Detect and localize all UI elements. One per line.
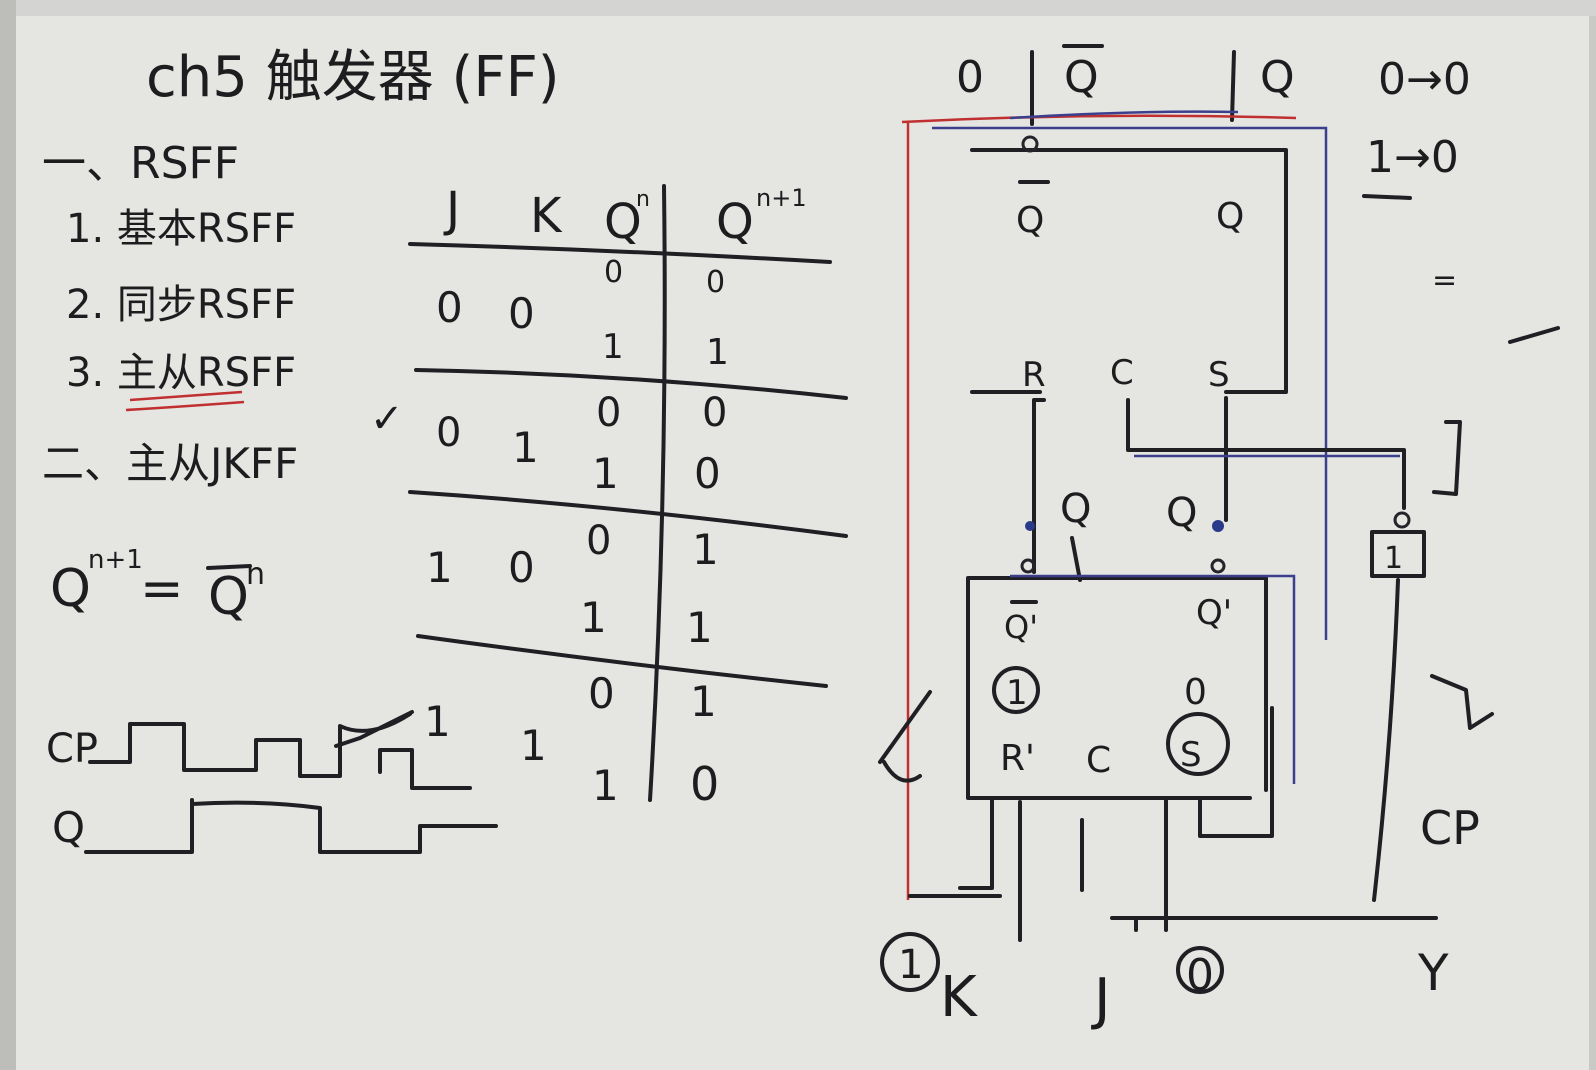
svg-text:n: n (246, 557, 265, 592)
svg-text:S: S (1208, 355, 1230, 395)
svg-text:C: C (1110, 353, 1134, 393)
svg-text:0: 0 (436, 283, 463, 332)
header-qn1: Q (716, 194, 754, 250)
outline-section1: 一、RSFF (42, 138, 239, 189)
svg-text:Q': Q' (1004, 608, 1038, 646)
header-k: K (530, 188, 563, 244)
header-qn: Q (604, 194, 642, 250)
outline-section2: 二、主从JKFF (42, 439, 298, 488)
svg-text:=: = (1432, 263, 1457, 298)
board-surface (14, 14, 1589, 1070)
svg-text:0: 0 (508, 289, 535, 338)
svg-text:=: = (140, 559, 184, 619)
q-waveform: Q (52, 798, 498, 854)
svg-text:0→0: 0→0 (1378, 54, 1471, 105)
table-header-line (408, 242, 832, 264)
svg-text:1: 1 (1384, 541, 1403, 576)
svg-text:Q: Q (1060, 486, 1091, 532)
svg-text:1: 1 (426, 543, 453, 592)
outline-item-3: 3. 主从RSFF (66, 350, 296, 396)
svg-text:1: 1 (520, 721, 547, 770)
svg-text:0: 0 (690, 757, 719, 811)
title: ch5 触发器 (FF) (146, 45, 560, 110)
inverter-box (1370, 530, 1426, 578)
svg-text:1: 1 (690, 677, 717, 726)
svg-text:1: 1 (602, 327, 624, 367)
master-ff-box (970, 148, 1288, 394)
svg-text:0: 0 (604, 255, 623, 290)
svg-text:0: 0 (956, 52, 984, 103)
svg-text:1→0: 1→0 (1366, 132, 1459, 183)
svg-text:Y: Y (1417, 944, 1449, 1002)
svg-text:0: 0 (436, 410, 461, 456)
svg-text:CP: CP (1420, 801, 1480, 855)
svg-text:1: 1 (592, 449, 619, 498)
truth-table: J K Q n Q n+1 0 0 0 1 0 1 0 1 0 1 0 0 1 … (408, 182, 848, 811)
header-j: J (443, 182, 460, 238)
svg-text:n+1: n+1 (88, 545, 143, 575)
svg-text:Q: Q (1260, 52, 1295, 103)
characteristic-equation: Q n+1 = Q n (50, 545, 265, 627)
svg-text:R': R' (1000, 738, 1035, 779)
svg-text:Q: Q (50, 559, 91, 619)
svg-text:Q': Q' (1196, 593, 1232, 633)
svg-text:Q: Q (1166, 490, 1197, 536)
svg-text:Q: Q (1016, 200, 1044, 241)
svg-text:R: R (1022, 355, 1046, 395)
table-divider (648, 184, 667, 802)
svg-text:Q: Q (1216, 196, 1244, 237)
svg-text:0: 0 (702, 390, 727, 436)
svg-text:CP: CP (46, 726, 98, 772)
svg-text:1: 1 (692, 525, 719, 574)
outline-item-1: 1. 基本RSFF (66, 206, 296, 252)
svg-text:S: S (1180, 735, 1202, 775)
svg-text:1: 1 (592, 761, 619, 810)
svg-text:1: 1 (512, 423, 539, 472)
svg-text:1: 1 (580, 593, 607, 642)
svg-text:Q: Q (52, 803, 85, 852)
svg-text:0: 0 (596, 390, 621, 436)
slave-ff-box (966, 576, 1268, 800)
jk-circuit: 0 Q Q 0→0 1→0 = Q Q R C S Q Q (878, 44, 1560, 1032)
svg-text:J: J (1091, 967, 1111, 1032)
svg-text:0: 0 (588, 669, 615, 718)
svg-text:n: n (636, 187, 650, 212)
cp-waveform: CP (46, 710, 472, 790)
svg-text:0: 0 (1186, 950, 1214, 1001)
svg-text:1: 1 (686, 603, 713, 652)
svg-text:Q: Q (1064, 52, 1099, 103)
svg-text:0: 0 (1184, 672, 1207, 713)
svg-text:0: 0 (586, 518, 611, 564)
svg-text:0: 0 (508, 543, 535, 592)
svg-text:K: K (940, 965, 978, 1030)
svg-text:0: 0 (694, 449, 721, 498)
svg-text:1: 1 (424, 697, 451, 746)
svg-text:C: C (1086, 740, 1111, 781)
svg-text:0: 0 (706, 265, 725, 300)
svg-text:Q: Q (208, 567, 249, 627)
outline-item-2: 2. 同步RSFF (66, 282, 296, 328)
red-underline (125, 390, 245, 412)
check-mark: ✓ (370, 396, 404, 442)
svg-text:1: 1 (1006, 673, 1028, 713)
svg-text:1: 1 (898, 942, 923, 988)
svg-text:n+1: n+1 (756, 184, 807, 212)
svg-text:1: 1 (706, 332, 729, 373)
